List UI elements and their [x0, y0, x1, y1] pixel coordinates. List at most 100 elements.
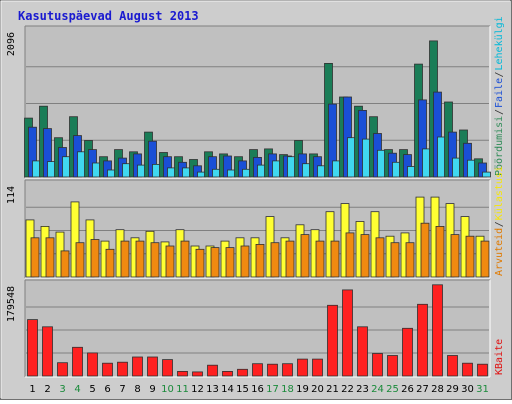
- bar-arvuteid-day-8: [135, 240, 145, 278]
- bar-kbaite-day-17: [267, 363, 278, 377]
- x-tick-label-14: 14: [221, 384, 234, 395]
- x-tick-label-12: 12: [191, 384, 204, 395]
- bar-kbaite-day-4: [72, 346, 83, 377]
- x-tick-label-3: 3: [59, 384, 65, 395]
- bar-arvuteid-day-26: [405, 242, 415, 278]
- bar-arvuteid-day-20: [315, 240, 325, 278]
- bar-kbaite-day-20: [312, 358, 323, 377]
- panel-3-ymax-label: 179548: [6, 286, 17, 322]
- bar-arvuteid-day-22: [345, 232, 355, 278]
- bar-kbaite-day-22: [342, 289, 353, 377]
- bar-arvuteid-day-1: [30, 237, 40, 278]
- x-tick-label-13: 13: [206, 384, 219, 395]
- bar-kbaite-day-27: [417, 303, 428, 377]
- bar-kbaite-day-5: [87, 352, 98, 377]
- bar-arvuteid-day-6: [105, 248, 115, 278]
- x-tick-label-21: 21: [326, 384, 339, 395]
- bar-kbaite-day-14: [222, 370, 233, 377]
- bar-arvuteid-day-19: [300, 234, 310, 278]
- panel-1-ymax-label: 2096: [6, 32, 17, 56]
- bar-arvuteid-day-12: [195, 248, 205, 278]
- bar-kbaite-day-19: [297, 358, 308, 377]
- bar-kbaite-day-21: [327, 304, 338, 377]
- x-tick-label-7: 7: [119, 384, 125, 395]
- bar-kbaite-day-31: [477, 363, 488, 377]
- x-tick-label-26: 26: [401, 384, 414, 395]
- x-tick-label-18: 18: [281, 384, 294, 395]
- bar-arvuteid-day-24: [375, 237, 385, 278]
- bar-kbaite-day-13: [207, 364, 218, 377]
- bar-kbaite-day-12: [192, 371, 203, 377]
- x-tick-label-20: 20: [311, 384, 324, 395]
- bar-külastusi-day-4: [70, 201, 80, 278]
- bar-arvuteid-day-2: [45, 237, 55, 278]
- x-tick-label-28: 28: [431, 384, 444, 395]
- bar-kbaite-day-6: [102, 362, 113, 377]
- x-tick-label-31: 31: [476, 384, 489, 395]
- panel-2-side-label: Arvuteid: [494, 228, 505, 276]
- bar-arvuteid-day-17: [270, 242, 280, 278]
- x-tick-label-30: 30: [461, 384, 474, 395]
- bar-arvuteid-day-18: [285, 240, 295, 278]
- bar-kbaite-day-16: [252, 363, 263, 377]
- x-tick-label-22: 22: [341, 384, 354, 395]
- bar-arvuteid-day-14: [225, 247, 235, 278]
- bar-arvuteid-day-11: [180, 240, 190, 278]
- panel-2-ymax-label: 114: [6, 186, 17, 204]
- bar-kbaite-day-11: [177, 370, 188, 377]
- x-tick-label-2: 2: [44, 384, 50, 395]
- x-tick-label-1: 1: [29, 384, 35, 395]
- bar-arvuteid-day-31: [480, 240, 490, 278]
- x-tick-label-25: 25: [386, 384, 399, 395]
- x-tick-label-27: 27: [416, 384, 429, 395]
- bar-arvuteid-day-29: [450, 234, 460, 278]
- bar-kbaite-day-15: [237, 368, 248, 377]
- bar-kbaite-day-29: [447, 355, 458, 377]
- bar-arvuteid-day-3: [60, 250, 70, 278]
- panel-1-side-separator: /: [494, 109, 505, 115]
- bar-kbaite-day-8: [132, 356, 143, 377]
- x-tick-label-6: 6: [104, 384, 110, 395]
- x-tick-label-15: 15: [236, 384, 249, 395]
- bar-arvuteid-day-16: [255, 243, 265, 278]
- bar-arvuteid-day-10: [165, 245, 175, 278]
- bar-arvuteid-day-23: [360, 234, 370, 278]
- bar-kbaite-day-24: [372, 353, 383, 377]
- x-tick-label-16: 16: [251, 384, 264, 395]
- bar-arvuteid-day-28: [435, 225, 445, 278]
- x-tick-label-11: 11: [176, 384, 189, 395]
- panel-1-side-label: Pöördumisi: [494, 116, 505, 176]
- panel-1-side-label: Faile: [494, 78, 505, 108]
- bar-kbaite-day-1: [27, 319, 38, 377]
- bar-arvuteid-day-15: [240, 245, 250, 278]
- bar-arvuteid-day-27: [420, 222, 430, 278]
- bar-kbaite-day-7: [117, 361, 128, 377]
- x-tick-label-8: 8: [134, 384, 140, 395]
- x-tick-label-29: 29: [446, 384, 459, 395]
- bar-kbaite-day-28: [432, 284, 443, 377]
- bar-kbaite-day-26: [402, 327, 413, 377]
- x-tick-label-24: 24: [371, 384, 384, 395]
- bar-kbaite-day-30: [462, 362, 473, 377]
- x-tick-label-19: 19: [296, 384, 309, 395]
- bar-arvuteid-day-13: [210, 247, 220, 278]
- bar-kbaite-day-18: [282, 363, 293, 377]
- bar-kbaite-day-10: [162, 359, 173, 377]
- chart-title: Kasutuspäevad August 2013: [18, 9, 199, 23]
- panel-3-side-label: KBaite: [494, 339, 505, 375]
- bar-kbaite-day-2: [42, 326, 53, 377]
- bar-arvuteid-day-21: [330, 240, 340, 278]
- bar-arvuteid-day-25: [390, 242, 400, 278]
- x-tick-label-4: 4: [74, 384, 80, 395]
- bar-arvuteid-day-4: [75, 242, 85, 278]
- x-tick-label-5: 5: [89, 384, 95, 395]
- bar-arvuteid-day-9: [150, 242, 160, 278]
- bar-kbaite-day-9: [147, 356, 158, 377]
- panel-1-side-label: Lehekülgi: [494, 16, 505, 70]
- bar-arvuteid-day-30: [465, 235, 475, 278]
- x-tick-label-9: 9: [149, 384, 155, 395]
- panel-2-side-label: Külastusi: [494, 166, 505, 220]
- panel-2-side-separator: /: [494, 221, 505, 227]
